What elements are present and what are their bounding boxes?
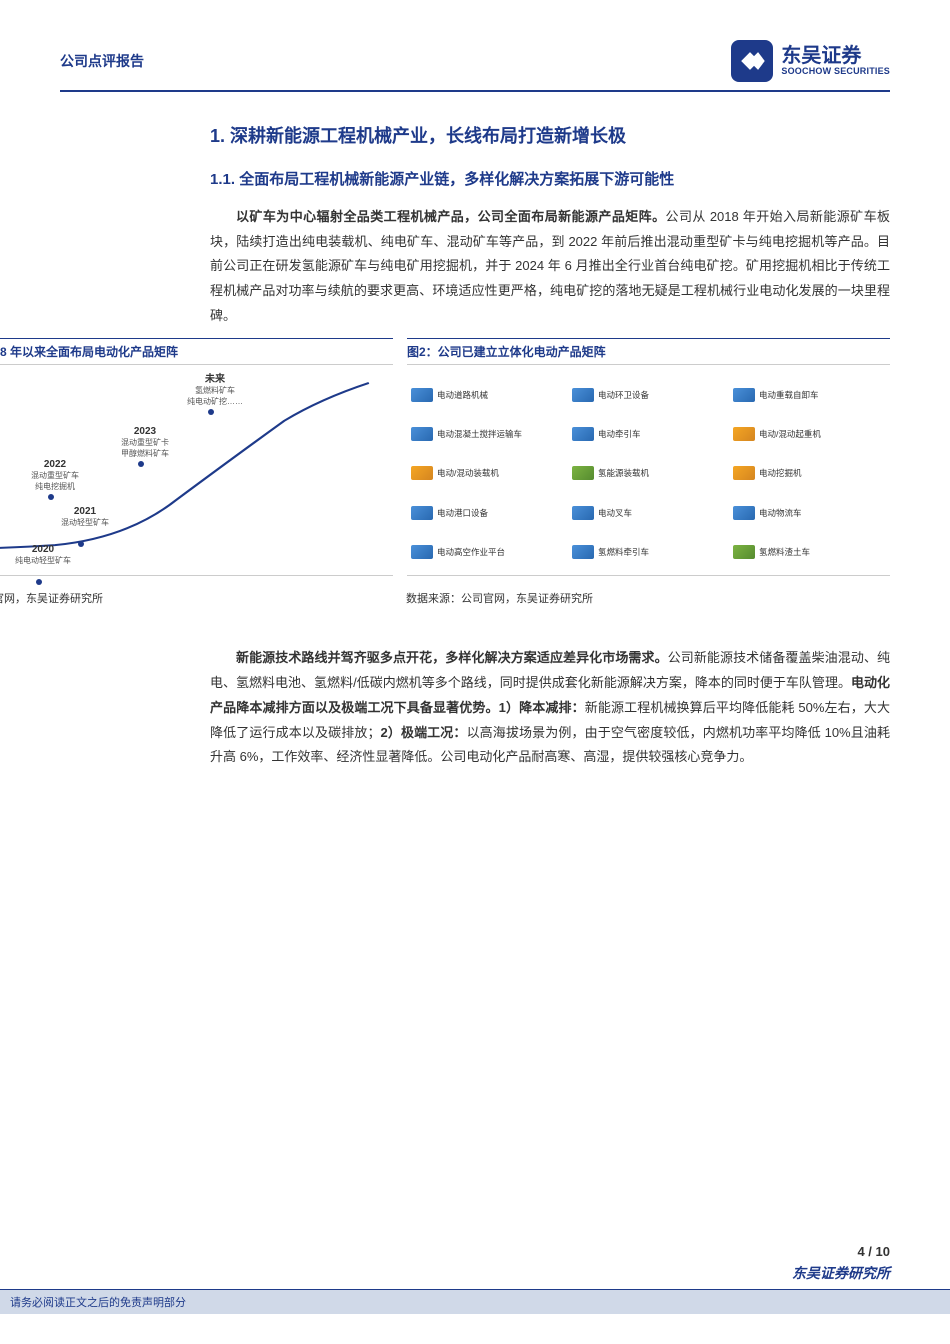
para1-lead: 以矿车为中心辐射全品类工程机械产品，公司全面布局新能源产品矩阵。 [236,209,666,224]
figure-1-title: 图1：公司自 2018 年以来全面布局电动化产品矩阵 [0,338,393,365]
matrix-cell: 电动叉车 [570,495,727,530]
vehicle-icon [733,427,755,441]
timeline-node: 2022混动重型矿车 纯电挖掘机 [10,458,100,492]
figures-row: 图1：公司自 2018 年以来全面布局电动化产品矩阵 2018~2019纯电动装… [0,338,890,576]
vehicle-icon [572,545,594,559]
vehicle-icon [733,388,755,402]
page-total: 10 [876,1244,890,1259]
logo-mark-icon [731,40,773,82]
matrix-label: 氢燃料牵引车 [598,546,649,558]
figure-2-content: 电动道路机械 电动环卫设备 电动重载自卸车电动混凝土搅拌运输车 电动牵引车 电动/混动起… [407,371,890,576]
matrix-label: 电动环卫设备 [598,389,649,401]
section-1-1-heading: 1.1. 全面布局工程机械新能源产业链，多样化解决方案拓展下游可能性 [210,168,890,189]
vehicle-icon [411,506,433,520]
matrix-cell: 氢燃料渣土车 [731,534,888,569]
footer-org: 东吴证券研究所 [60,1263,890,1283]
paragraph-2: 新能源技术路线并驾齐驱多点开花，多样化解决方案适应差异化市场需求。公司新能源技术… [210,646,890,769]
matrix-label: 氢能源装载机 [598,467,649,479]
matrix-label: 电动/混动起重机 [759,428,821,440]
vehicle-icon [572,427,594,441]
vehicle-icon [411,427,433,441]
figure-2-title: 图2：公司已建立立体化电动产品矩阵 [407,338,890,365]
page-number: 4 / 10 [60,1244,890,1259]
matrix-cell: 电动挖掘机 [731,456,888,491]
figure-2-source: 数据来源：公司官网，东吴证券研究所 [400,590,890,606]
para1-body: 公司从 2018 年开始入局新能源矿车板块，陆续打造出纯电装载机、纯电矿车、混动… [210,209,890,323]
logo-text-cn: 东吴证券 [781,46,890,66]
matrix-cell: 电动道路机械 [409,377,566,412]
matrix-cell: 电动环卫设备 [570,377,727,412]
vehicle-icon [733,466,755,480]
matrix-label: 电动挖掘机 [759,467,802,479]
timeline-node: 2023混动重型矿卡 甲醇燃料矿车 [100,425,190,459]
vehicle-icon [411,466,433,480]
para2-bold3: 2）极端工况： [380,725,466,740]
vehicle-icon [572,506,594,520]
matrix-label: 电动高空作业平台 [437,546,505,558]
section-1-1-title: 全面布局工程机械新能源产业链，多样化解决方案拓展下游可能性 [239,171,674,188]
matrix-label: 电动物流车 [759,507,802,519]
page-header: 公司点评报告 东吴证券 SOOCHOW SECURITIES [60,40,890,92]
vehicle-icon [733,506,755,520]
section-1-heading: 1. 深耕新能源工程机械产业，长线布局打造新增长极 [210,122,890,148]
matrix-label: 电动混凝土搅拌运输车 [437,428,522,440]
matrix-cell: 电动物流车 [731,495,888,530]
data-sources-row: 数据来源：公司官网，东吴证券研究所 数据来源：公司官网，东吴证券研究所 [0,582,890,606]
matrix-cell: 电动高空作业平台 [409,534,566,569]
section-1-number: 1. [210,126,225,146]
timeline-node: 未来氢燃料矿车 纯电动矿挖…… [170,373,260,407]
figure-2: 图2：公司已建立立体化电动产品矩阵 电动道路机械 电动环卫设备 电动重载自卸车电动混… [407,338,890,576]
brand-logo: 东吴证券 SOOCHOW SECURITIES [731,40,890,82]
matrix-label: 电动/混动装载机 [437,467,499,479]
page-footer: 4 / 10 东吴证券研究所 请务必阅读正文之后的免责声明部分 [0,1244,950,1314]
vehicle-icon [411,388,433,402]
matrix-label: 电动港口设备 [437,507,488,519]
para2-bold1: 新能源技术路线并驾齐驱多点开花，多样化解决方案适应差异化市场需求。 [236,650,668,665]
paragraph-1: 以矿车为中心辐射全品类工程机械产品，公司全面布局新能源产品矩阵。公司从 2018… [210,205,890,328]
matrix-cell: 电动混凝土搅拌运输车 [409,417,566,452]
section-1-1-number: 1.1. [210,171,235,188]
matrix-cell: 电动牵引车 [570,417,727,452]
matrix-cell: 电动港口设备 [409,495,566,530]
matrix-label: 氢燃料渣土车 [759,546,810,558]
figure-1-source: 数据来源：公司官网，东吴证券研究所 [0,590,400,606]
page-current: 4 [857,1244,864,1259]
vehicle-icon [572,388,594,402]
matrix-cell: 氢能源装载机 [570,456,727,491]
logo-text-en: SOOCHOW SECURITIES [781,66,890,76]
vehicle-icon [733,545,755,559]
section-1-title: 深耕新能源工程机械产业，长线布局打造新增长极 [230,126,626,146]
matrix-label: 电动道路机械 [437,389,488,401]
footer-disclaimer: 请务必阅读正文之后的免责声明部分 [0,1289,950,1314]
matrix-label: 电动叉车 [598,507,632,519]
matrix-label: 电动重载自卸车 [759,389,819,401]
figure-1: 图1：公司自 2018 年以来全面布局电动化产品矩阵 2018~2019纯电动装… [0,338,393,576]
timeline-node: 2021混动轻型矿车 [40,505,130,528]
matrix-cell: 电动/混动装载机 [409,456,566,491]
timeline-node: 2020纯电动轻型矿车 [0,543,88,566]
figure-1-content: 2018~2019纯电动装载机 纯电动矿车2020纯电动轻型矿车2021混动轻型… [0,371,393,576]
vehicle-icon [411,545,433,559]
vehicle-icon [572,466,594,480]
matrix-cell: 电动重载自卸车 [731,377,888,412]
doc-type-label: 公司点评报告 [60,51,144,71]
matrix-label: 电动牵引车 [598,428,641,440]
matrix-cell: 电动/混动起重机 [731,417,888,452]
matrix-cell: 氢燃料牵引车 [570,534,727,569]
